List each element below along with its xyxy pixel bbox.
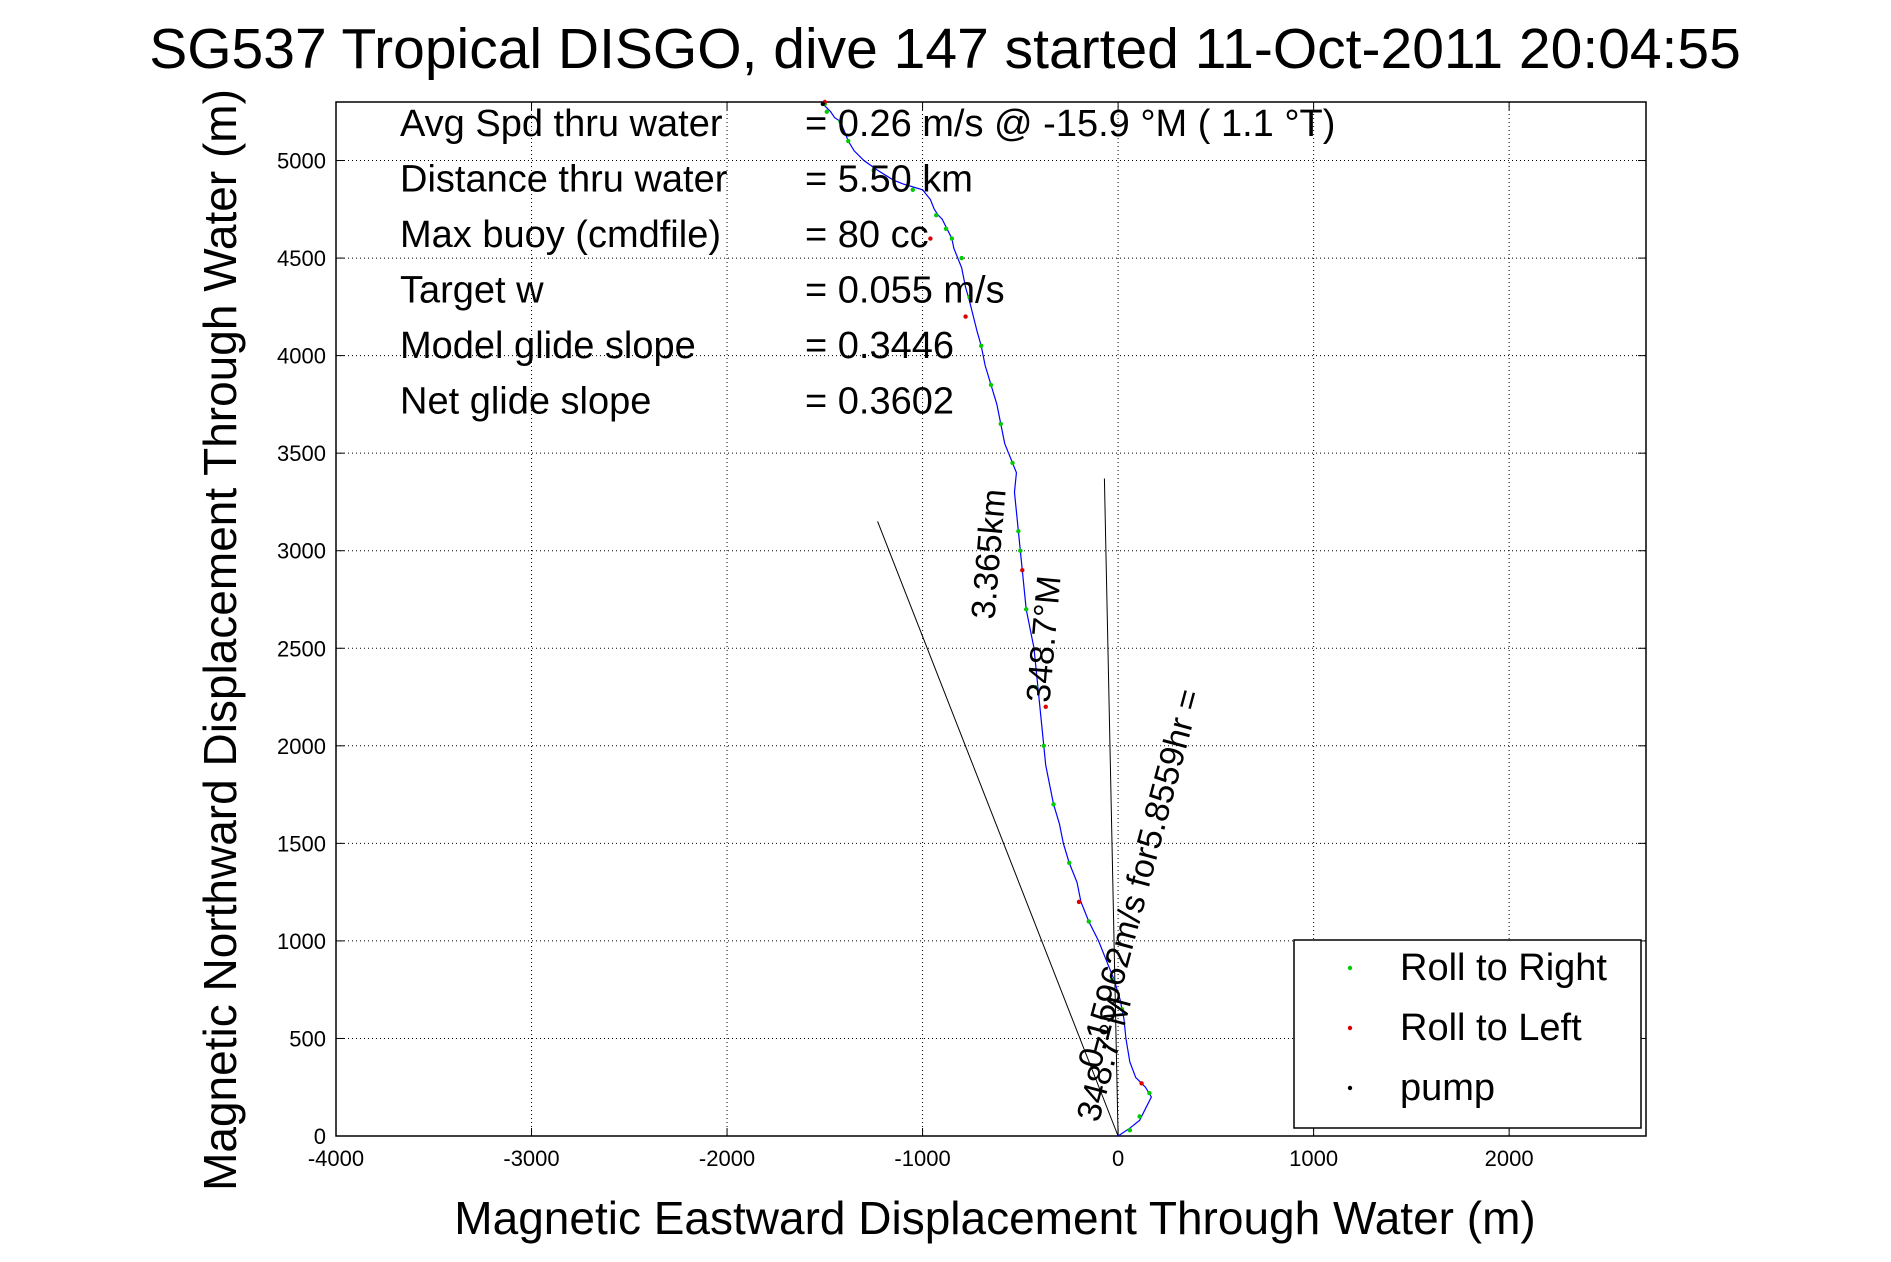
series-layer: [820, 99, 1153, 1137]
x-tick-label: 0: [1112, 1146, 1124, 1171]
point-roll-to-right: [1137, 1114, 1142, 1119]
reference-line: [1103, 478, 1119, 1137]
y-tick-label: 5000: [277, 149, 326, 174]
point-roll-to-left: [963, 314, 968, 319]
point-roll-to-right: [1110, 977, 1115, 983]
point-roll-to-right: [1051, 802, 1056, 807]
legend-marker: [1347, 1025, 1353, 1031]
legend-box: [1293, 939, 1642, 1129]
annotation-label: Model glide slope: [400, 325, 696, 367]
point-roll-to-left: [1043, 704, 1048, 709]
point-roll-to-right: [910, 187, 915, 192]
y-tick-label: 3000: [277, 539, 326, 564]
y-tick-label: 1000: [277, 929, 326, 954]
y-tick-label: 3500: [277, 441, 326, 466]
point-roll-to-right: [838, 119, 843, 124]
point-pump: [820, 101, 826, 107]
x-tick-label: -2000: [699, 1146, 755, 1171]
y-tick-label: 1500: [277, 831, 326, 856]
x-tick-label: -1000: [894, 1146, 950, 1171]
point-roll-to-right: [871, 168, 876, 173]
legend-marker: [1347, 1085, 1353, 1091]
grid: [335, 102, 1646, 1137]
point-roll-to-right: [967, 294, 972, 300]
point-roll-to-left: [1139, 1081, 1144, 1086]
point-roll-to-right: [1127, 1127, 1133, 1133]
x-tick-label: 1000: [1289, 1146, 1338, 1171]
point-roll-to-right: [824, 109, 829, 114]
track-line: [820, 101, 1153, 1137]
reference-lines: [877, 478, 1119, 1137]
legend: Roll to Right Roll to Left pump: [1293, 939, 1642, 1129]
point-roll-to-right: [949, 236, 955, 241]
x-tick-label: 2000: [1485, 1146, 1534, 1171]
y-tick-label: 4000: [277, 344, 326, 369]
point-roll-to-right: [846, 138, 851, 144]
legend-label: Roll to Right: [1400, 947, 1607, 989]
y-tick-label: 4500: [277, 246, 326, 271]
y-tick-label: 0: [314, 1124, 326, 1149]
annotation-label: Avg Spd thru water: [400, 103, 723, 145]
annotation-value: = 80 cc: [805, 214, 929, 256]
chart-title: SG537 Tropical DISGO, dive 147 started 1…: [149, 17, 1741, 81]
point-roll-to-right: [959, 255, 964, 261]
legend-marker: [1347, 965, 1353, 971]
point-roll-to-right: [934, 212, 939, 218]
point-roll-to-right: [1033, 685, 1039, 690]
point-roll-to-right: [1086, 919, 1091, 924]
point-roll-to-right: [1119, 1006, 1125, 1012]
point-roll-to-left: [1020, 568, 1025, 573]
point-roll-to-right: [1023, 607, 1029, 612]
legend-label: pump: [1400, 1067, 1495, 1109]
annotation-label: Max buoy (cmdfile): [400, 214, 721, 256]
x-axis-label: Magnetic Eastward Displacement Through W…: [454, 1192, 1535, 1244]
point-roll-to-right: [1018, 548, 1023, 553]
annotation-value: = 0.055 m/s: [805, 270, 1005, 312]
y-axis-label: Magnetic Northward Displacement Through …: [194, 89, 246, 1191]
axis-ticks: -4000 -3000 -2000 -1000 0 1000 2000 0 500 1000 150…: [277, 102, 1646, 1171]
point-roll-to-left: [928, 236, 933, 241]
annotation-value: = 0.26 m/s @ -15.9 °M ( 1.1 °T): [805, 103, 1335, 145]
point-roll-to-right: [988, 382, 994, 388]
point-roll-to-right: [1016, 529, 1021, 534]
y-tick-label: 2500: [277, 636, 326, 661]
reference-line: [877, 521, 1119, 1137]
point-roll-to-right: [998, 421, 1003, 427]
annotation-value: = 0.3446: [805, 325, 954, 367]
annotations: Avg Spd thru water = 0.26 m/s @ -15.9 °M …: [400, 103, 1335, 423]
point-roll-to-left: [1076, 899, 1082, 905]
annotation-label: Target w: [400, 270, 544, 312]
annotation-label: Distance thru water: [400, 159, 728, 201]
point-roll-to-right: [979, 343, 984, 349]
annotation-label: Net glide slope: [400, 381, 651, 423]
legend-label: Roll to Left: [1400, 1007, 1582, 1049]
point-roll-to-right: [943, 226, 949, 232]
y-tick-label: 2000: [277, 734, 326, 759]
x-tick-label: -4000: [308, 1146, 364, 1171]
point-roll-to-right: [1147, 1090, 1152, 1096]
annotation-value: = 0.3602: [805, 381, 954, 423]
point-roll-to-right: [1041, 743, 1046, 749]
point-roll-to-right: [1010, 460, 1015, 466]
point-roll-to-right: [1067, 860, 1072, 866]
x-tick-label: -3000: [503, 1146, 559, 1171]
annotation-value: = 5.50 km: [805, 159, 973, 201]
y-tick-label: 500: [289, 1026, 326, 1051]
